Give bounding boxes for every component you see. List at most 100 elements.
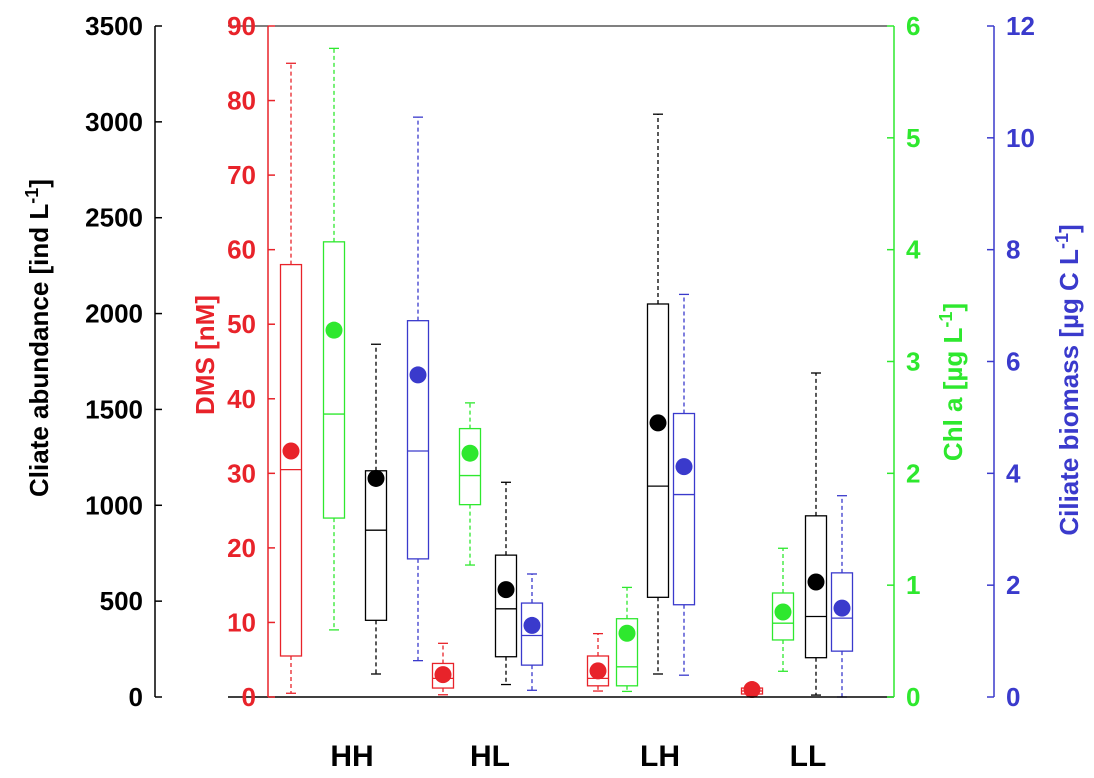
chla-box-lh (615, 586, 639, 693)
mean-point (409, 366, 427, 384)
iqr-box (830, 572, 854, 652)
chla-box-ll (771, 547, 795, 672)
abundance-tick-label: 2000 (85, 299, 143, 329)
chla-box-hl (458, 402, 482, 566)
mean-point (367, 469, 385, 487)
dms-tick-label: 90 (227, 11, 256, 41)
category-label-hl: HL (470, 740, 510, 773)
chla-tick-label: 6 (906, 11, 920, 41)
chla-series (322, 47, 795, 693)
abundance-tick-label: 3000 (85, 107, 143, 137)
biomass-box-hl (520, 573, 544, 691)
chla-tick-label: 1 (906, 570, 920, 600)
chla-axis-title: Chl a [µg L-1] (936, 303, 968, 461)
iqr-box (279, 263, 303, 657)
dms-tick-label: 60 (227, 235, 256, 265)
axes-layer: 0500100015002000250030003500010203040506… (85, 11, 1035, 712)
iqr-box (406, 320, 430, 560)
mean-point (774, 603, 792, 621)
mean-point (618, 624, 636, 642)
dms-box-hl (431, 642, 455, 696)
abundance-box-hl (494, 481, 518, 686)
abundance-series (364, 113, 828, 696)
category-label-ll: LL (790, 740, 827, 773)
dms-tick-label: 40 (227, 384, 256, 414)
abundance-tick-label: 1500 (85, 394, 143, 424)
dms-tick-label: 10 (227, 607, 256, 637)
dms-tick-label: 50 (227, 309, 256, 339)
abundance-box-hh (364, 343, 388, 675)
chla-tick-label: 3 (906, 347, 920, 377)
category-label-hh: HH (330, 740, 373, 773)
chla-box-hh (322, 47, 346, 631)
dms-tick-label: 0 (242, 682, 256, 712)
mean-point (833, 599, 851, 617)
biomass-axis-title: Ciliate biomass [µg C L-1] (1052, 224, 1084, 535)
mean-point (497, 581, 515, 599)
iqr-box (494, 554, 518, 658)
chla-tick-label: 2 (906, 458, 920, 488)
abundance-box-lh (646, 113, 670, 675)
abundance-tick-label: 2500 (85, 203, 143, 233)
abundance-tick-label: 0 (129, 682, 143, 712)
iqr-box (458, 427, 482, 506)
mean-point (589, 662, 607, 680)
abundance-box-ll (804, 372, 828, 696)
iqr-box (672, 412, 696, 606)
biomass-tick-label: 0 (1006, 682, 1020, 712)
biomass-tick-label: 8 (1006, 235, 1020, 265)
biomass-box-lh (672, 293, 696, 676)
biomass-tick-label: 4 (1006, 458, 1021, 488)
chla-axis: 0 1 2 3 4 5 6 (887, 11, 921, 712)
dms-tick-label: 80 (227, 86, 256, 116)
iqr-box (615, 618, 639, 687)
chla-tick-label: 5 (906, 123, 920, 153)
mean-point (523, 616, 541, 634)
iqr-box (431, 662, 455, 689)
iqr-box (364, 470, 388, 621)
biomass-axis: 0 2 4 6 8 10 12 (987, 11, 1035, 712)
mean-point (649, 414, 667, 432)
mean-point (807, 573, 825, 591)
box-plot-area (279, 47, 854, 699)
biomass-tick-label: 6 (1006, 347, 1020, 377)
dms-box-hh (279, 62, 303, 694)
mean-point (675, 458, 693, 476)
mean-point (743, 681, 761, 699)
abundance-axis-title: Cliate abundance [ind L-1] (22, 179, 54, 497)
iqr-box (804, 515, 828, 659)
iqr-box (646, 303, 670, 598)
abundance-axis: 0 500 1000 1500 2000 2500 3000 3500 (85, 11, 162, 712)
biomass-tick-label: 2 (1006, 570, 1020, 600)
dms-series (279, 62, 764, 699)
iqr-box (771, 592, 795, 641)
category-labels: HH HL LH LL (330, 740, 826, 773)
biomass-tick-label: 12 (1006, 11, 1035, 41)
dms-tick-label: 30 (227, 458, 256, 488)
biomass-series (406, 116, 854, 698)
mean-point (325, 321, 343, 339)
category-label-lh: LH (640, 740, 680, 773)
biomass-tick-label: 10 (1006, 123, 1035, 153)
dms-axis-title: DMS [nM] (190, 295, 220, 415)
dms-box-lh (586, 632, 610, 692)
dms-tick-label: 20 (227, 533, 256, 563)
iqr-box (322, 241, 346, 519)
iqr-box (520, 602, 544, 666)
abundance-tick-label: 500 (100, 586, 143, 616)
chla-tick-label: 0 (906, 682, 920, 712)
mean-point (461, 444, 479, 462)
biomass-box-hh (406, 116, 430, 662)
mean-point (282, 442, 300, 460)
abundance-tick-label: 1000 (85, 490, 143, 520)
dms-box-ll (740, 681, 764, 699)
chla-tick-label: 4 (906, 235, 921, 265)
iqr-box (586, 655, 610, 687)
dms-axis: 0 10 20 30 40 50 60 70 80 90 (227, 11, 275, 712)
dms-tick-label: 70 (227, 160, 256, 190)
biomass-box-ll (830, 495, 854, 698)
abundance-tick-label: 3500 (85, 11, 143, 41)
axis-titles: Cliate abundance [ind L-1] DMS [nM] Chl a … (22, 179, 1084, 536)
mean-point (434, 666, 452, 684)
